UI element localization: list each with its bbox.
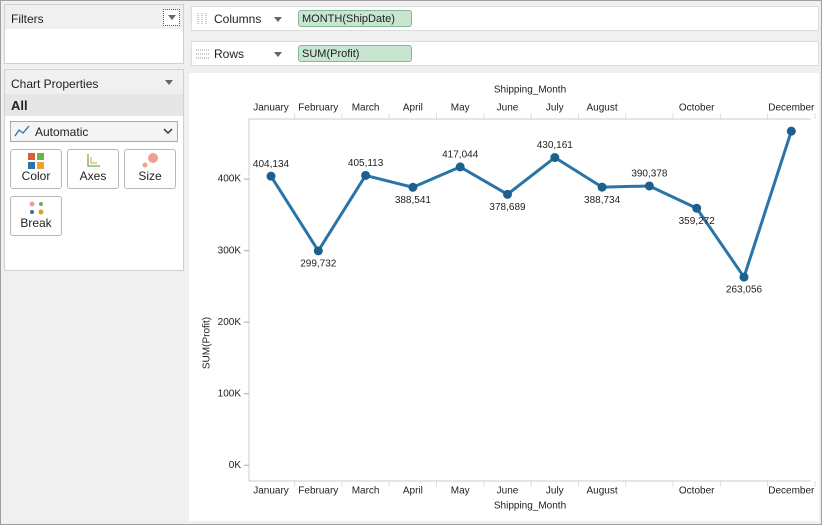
shelf-label: Columns xyxy=(214,12,262,26)
chart-properties-header xyxy=(5,70,183,94)
data-point xyxy=(597,182,607,192)
data-line xyxy=(269,130,793,279)
color-icon xyxy=(28,153,44,169)
line-icon xyxy=(14,125,30,137)
y-axis-title: SUM(Profit) xyxy=(202,317,213,369)
value-label: 388,734 xyxy=(584,195,621,206)
x-tick-label: December xyxy=(768,486,815,497)
data-point xyxy=(550,153,560,163)
filters-panel: Filters xyxy=(4,4,184,64)
value-label: 263,056 xyxy=(726,285,763,296)
break-icon xyxy=(29,201,44,215)
shelf-dropdown[interactable] xyxy=(274,52,282,57)
filters-menu-button[interactable] xyxy=(163,9,180,26)
grip-icon xyxy=(197,13,207,25)
x-tick-label: March xyxy=(352,103,380,114)
value-label: 405,113 xyxy=(348,158,384,169)
x-tick-label: April xyxy=(403,486,423,497)
value-label: 378,689 xyxy=(489,202,526,213)
x-tick-label: March xyxy=(352,486,380,497)
value-label: 417,044 xyxy=(442,150,479,161)
chart-properties-title: Chart Properties xyxy=(11,77,99,91)
y-tick-label: 100K xyxy=(218,388,242,399)
x-tick-label: February xyxy=(298,103,338,114)
axes-icon xyxy=(87,154,100,167)
x-tick-label: June xyxy=(497,486,519,497)
data-point xyxy=(786,126,796,136)
data-point xyxy=(455,162,465,172)
y-tick-label: 0K xyxy=(229,460,242,471)
data-point xyxy=(644,181,654,191)
x-tick-label: August xyxy=(587,103,618,114)
value-label: 388,541 xyxy=(395,195,432,206)
x-tick-label: October xyxy=(679,103,715,114)
y-tick-label: 400K xyxy=(218,174,242,185)
collapse-arrow[interactable] xyxy=(165,80,173,85)
filters-title: Filters xyxy=(11,12,44,26)
value-label: 299,732 xyxy=(300,258,337,269)
y-tick-label: 300K xyxy=(218,245,242,256)
data-point xyxy=(408,182,418,192)
shelf-label: Rows xyxy=(214,47,245,61)
mark-type-dropdown[interactable]: Automatic xyxy=(10,121,178,142)
button-label: Color xyxy=(21,169,51,183)
x-axis-title: Shipping_Month xyxy=(494,85,566,96)
chart: Shipping_Month Shipping_Month SUM(Profit) J… xyxy=(189,73,819,521)
mark-type-label: Automatic xyxy=(35,125,89,139)
data-point xyxy=(739,272,749,282)
chart-properties-panel: Chart Properties All Automatic Color Axe… xyxy=(4,69,184,271)
value-label: 390,378 xyxy=(631,169,668,180)
scope-label: All xyxy=(11,98,28,113)
button-label: Axes xyxy=(79,169,107,183)
break-button[interactable]: Break xyxy=(10,196,62,236)
x-tick-label: January xyxy=(253,103,289,114)
button-label: Break xyxy=(20,216,52,230)
x-axis-title: Shipping_Month xyxy=(494,501,566,512)
axes-button[interactable]: Axes xyxy=(67,149,119,189)
x-tick-label: October xyxy=(679,486,715,497)
x-tick-label: April xyxy=(403,103,423,114)
grip-icon xyxy=(196,49,210,59)
value-label: 404,134 xyxy=(253,159,290,170)
dropdown-chevron xyxy=(163,128,173,135)
x-tick-label: January xyxy=(253,486,289,497)
rows-shelf: Rows SUM(Profit) xyxy=(191,41,819,66)
x-tick-label: May xyxy=(451,486,470,497)
data-point xyxy=(266,171,276,181)
x-tick-label: May xyxy=(451,103,470,114)
button-label: Size xyxy=(138,169,162,183)
size-button[interactable]: Size xyxy=(124,149,176,189)
x-tick-label: July xyxy=(546,103,564,114)
scope-row xyxy=(5,94,183,116)
chart-background xyxy=(189,73,819,521)
field-pill[interactable]: MONTH(ShipDate) xyxy=(298,10,412,27)
data-point xyxy=(361,170,371,180)
columns-shelf: Columns MONTH(ShipDate) xyxy=(191,6,819,31)
filters-header xyxy=(5,5,183,29)
value-label: 430,161 xyxy=(537,140,574,151)
color-button[interactable]: Color xyxy=(10,149,62,189)
x-tick-label: August xyxy=(587,486,618,497)
x-tick-label: February xyxy=(298,486,338,497)
value-label: 359,272 xyxy=(679,216,716,227)
data-point xyxy=(503,189,512,199)
shelf-dropdown[interactable] xyxy=(274,17,282,22)
x-tick-label: July xyxy=(546,486,564,497)
x-tick-label: December xyxy=(768,103,815,114)
field-pill[interactable]: SUM(Profit) xyxy=(298,45,412,62)
data-point xyxy=(692,203,702,213)
y-tick-label: 200K xyxy=(218,317,242,328)
x-tick-label: June xyxy=(497,103,519,114)
data-point xyxy=(313,246,323,256)
size-icon xyxy=(142,153,158,168)
